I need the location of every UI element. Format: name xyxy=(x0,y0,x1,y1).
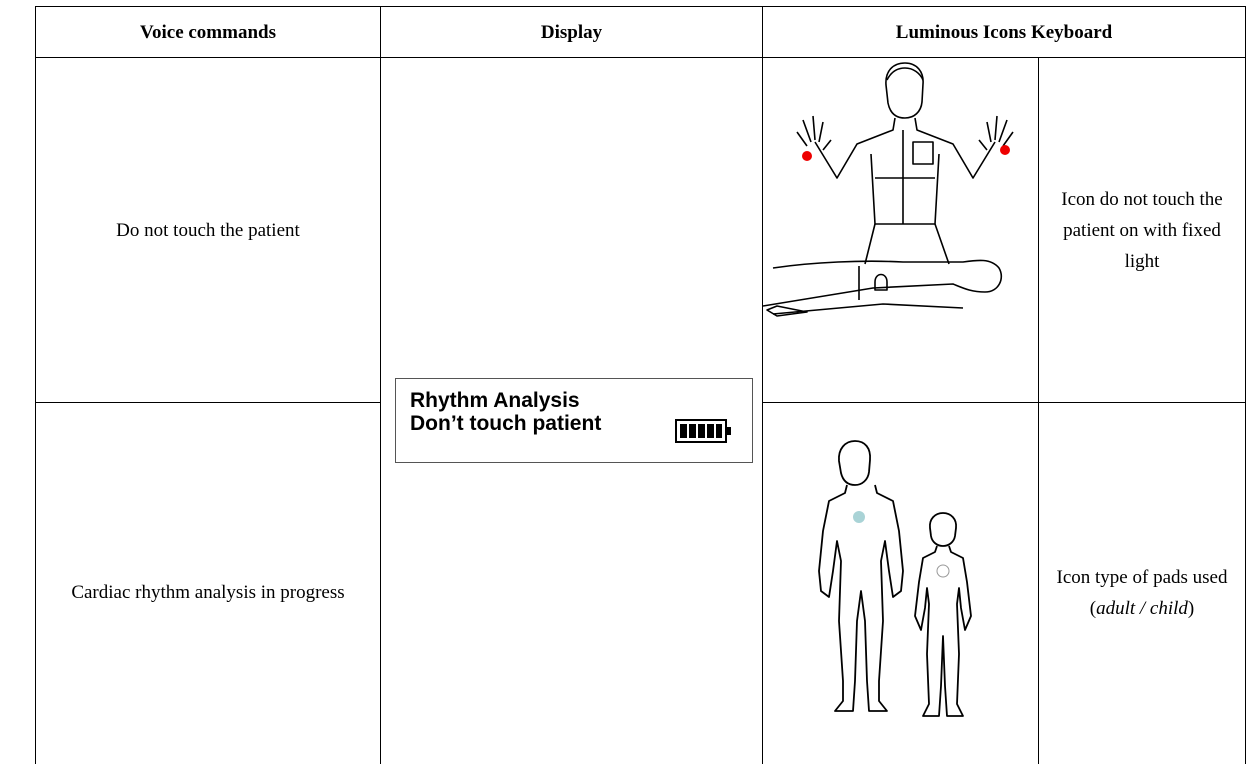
icon-description: Icon type of pads used (adult / child) xyxy=(1037,402,1247,764)
header-cell: Luminous Icons Keyboard xyxy=(761,6,1247,58)
icon-text: ) xyxy=(1187,597,1195,619)
icon-text-italic: adult / child xyxy=(1096,597,1188,619)
icon-cell xyxy=(762,402,1039,764)
command-table: Voice commands Display Luminous Icons Ke… xyxy=(35,6,1247,764)
header-cell: Display xyxy=(380,6,763,58)
icon-cell xyxy=(762,57,1039,403)
no-touch-icon xyxy=(762,62,1014,317)
icon-text: Icon type of pads used ( xyxy=(1056,566,1228,619)
icon-description: Icon do not touch the patient on with fi… xyxy=(1037,57,1247,403)
display-screen: Rhythm Analysis Don’t touch patient xyxy=(395,377,753,463)
header-cell: Voice commands xyxy=(35,6,381,58)
voice-cell: Do not touch the patient xyxy=(35,57,381,403)
display-line: Don’t touch patient xyxy=(410,411,602,435)
voice-cell: Cardiac rhythm analysis in progress xyxy=(35,402,381,764)
display-line: Rhythm Analysis xyxy=(410,388,580,412)
battery-icon xyxy=(675,418,731,443)
pads-icon xyxy=(818,440,972,717)
display-cell: Rhythm Analysis Don’t touch patient xyxy=(380,57,763,764)
